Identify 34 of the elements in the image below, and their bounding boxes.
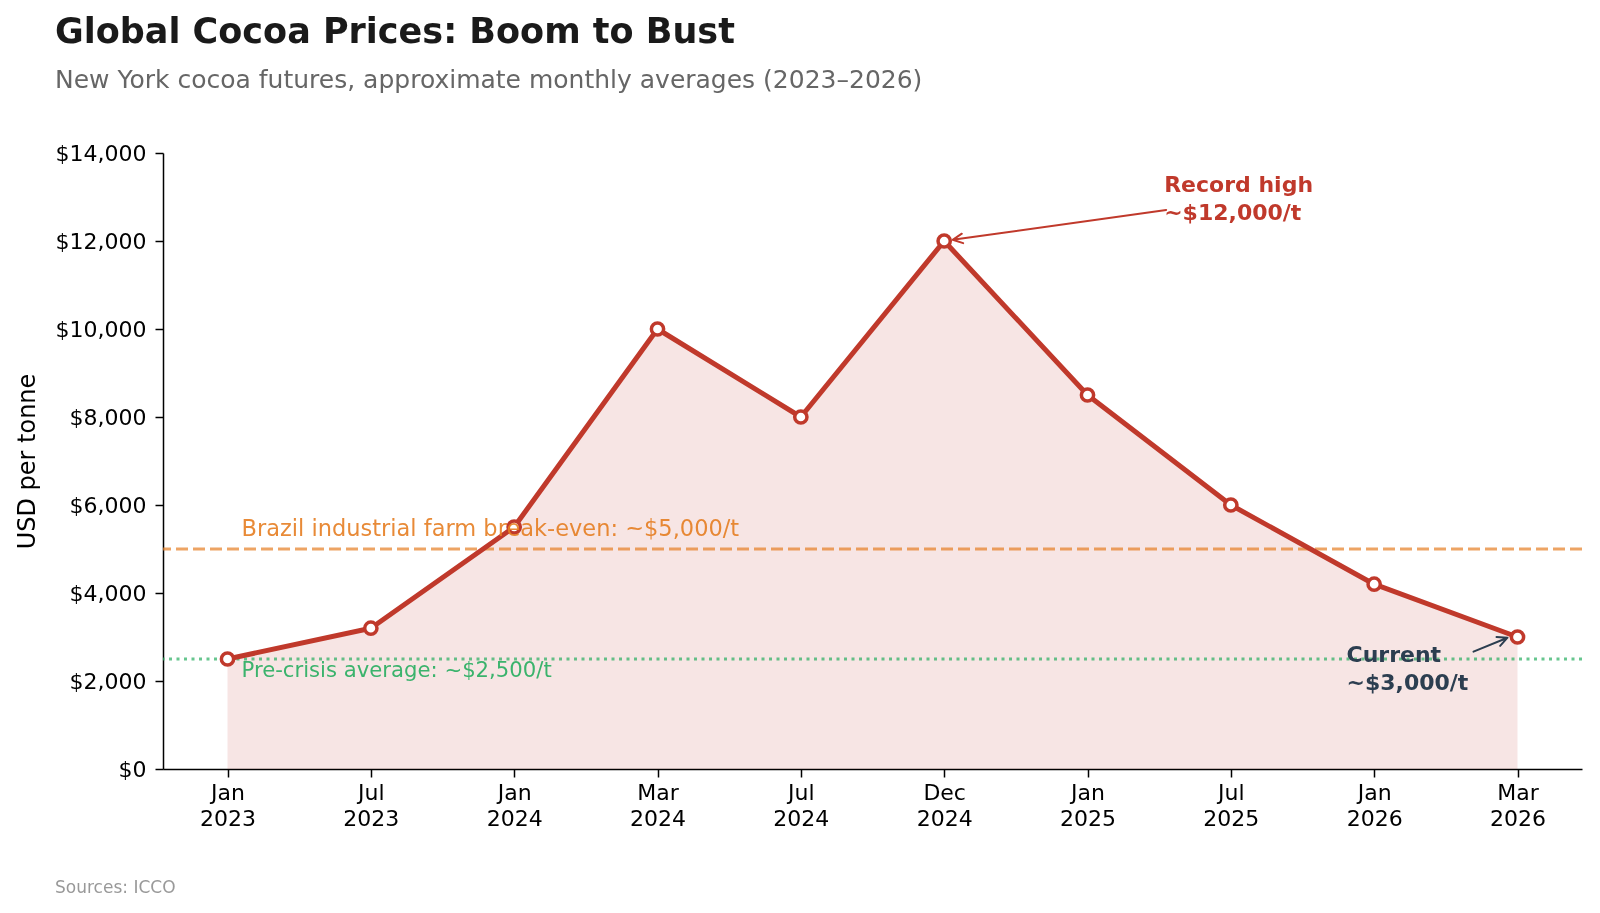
y-tick-label: $2,000 xyxy=(69,668,147,694)
point xyxy=(1366,576,1383,593)
x-tick-label: Jan 2023 xyxy=(200,779,256,831)
x-tick-label: Jul 2024 xyxy=(773,779,830,831)
x-tick-label: Jul 2025 xyxy=(1203,779,1260,831)
point xyxy=(649,321,666,337)
y-tick-label: $8,000 xyxy=(69,404,147,430)
y-tick-label: $14,000 xyxy=(55,140,147,166)
x-tick-label: Jan 2024 xyxy=(486,779,543,831)
chart-title: Global Cocoa Prices: Boom to Bust xyxy=(55,11,735,51)
y-tick-label: $12,000 xyxy=(55,228,147,254)
x-tick-label: Mar 2026 xyxy=(1490,779,1546,831)
point xyxy=(1222,497,1239,513)
annotation: Current ~$3,000/t xyxy=(1346,642,1469,695)
x-tick-label: Jul 2023 xyxy=(343,779,400,831)
x-tick-label: Dec 2024 xyxy=(916,779,973,831)
source-note: Sources: ICCO xyxy=(55,877,176,897)
ref-line-label: Pre-crisis average: ~$2,500/t xyxy=(241,657,552,682)
y-tick-label: $0 xyxy=(118,756,147,782)
point xyxy=(1079,387,1096,403)
y-tick-label: $4,000 xyxy=(69,580,147,606)
x-tick-label: Mar 2024 xyxy=(630,779,686,831)
annotation: Record high ~$12,000/t xyxy=(1164,172,1314,225)
point xyxy=(792,409,809,425)
y-tick-label: $6,000 xyxy=(69,492,147,518)
chart-subtitle: New York cocoa futures, approximate monthly averages (2023–2026) xyxy=(55,65,923,94)
point xyxy=(362,620,379,637)
point xyxy=(1509,629,1526,645)
y-tick-label: $10,000 xyxy=(55,316,147,342)
x-tick-label: Jan 2026 xyxy=(1346,779,1403,831)
x-tick-label: Jan 2025 xyxy=(1060,779,1116,831)
y-axis-title: USD per tonne xyxy=(12,373,41,550)
point xyxy=(936,233,953,249)
point xyxy=(219,651,236,667)
